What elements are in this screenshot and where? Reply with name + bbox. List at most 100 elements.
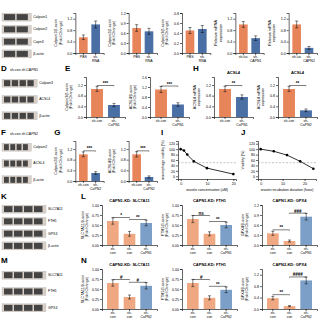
blot-band	[10, 144, 15, 150]
tick-label: 1.2	[227, 17, 232, 21]
error-cap	[307, 46, 310, 47]
blot-label: Calpain1	[33, 15, 47, 19]
tick-label: 1.2	[67, 17, 72, 21]
tick: 0.75	[92, 214, 102, 218]
error-stem	[136, 25, 137, 32]
panel-label: E	[65, 64, 71, 73]
panel-label: J	[241, 128, 245, 137]
tick-mark	[100, 269, 102, 270]
x-axis: PBSsh-RNA	[183, 53, 211, 63]
marker	[206, 167, 209, 170]
error-cap	[305, 283, 308, 284]
error-bar	[304, 109, 307, 112]
tick: 0.8	[142, 96, 150, 100]
x-axis: PBSsh-RNA	[76, 53, 104, 63]
tick-mark	[180, 299, 182, 300]
tick-label: 40	[251, 164, 255, 168]
tick: sh-CaPN2	[301, 309, 312, 319]
tick: sh-CAPN1	[250, 53, 262, 63]
text-line: (Fold Change)	[245, 212, 249, 237]
error-cap	[145, 225, 148, 226]
x-axis-title: erastin incubation duration (hour)	[261, 188, 314, 192]
plot-area	[292, 21, 313, 53]
tick: PBS	[133, 53, 141, 59]
y-axis: 0.00.30.60.91.2	[121, 12, 129, 56]
text-line: (Fold Change)	[245, 276, 249, 301]
tick: sh-con	[287, 245, 293, 255]
error-cap	[82, 39, 85, 40]
blot-band	[34, 305, 43, 311]
tick-label: 0	[180, 182, 182, 186]
tick-label: 0.50	[92, 288, 99, 292]
tick: 1.2	[270, 84, 278, 88]
text-line: PBS	[133, 55, 141, 59]
tick: sh-con	[110, 309, 116, 319]
error-bar	[189, 28, 192, 34]
panel: **###0.00.30.60.91.2sh-consh-consh-CaPN1…	[241, 198, 318, 255]
tick: sh-con	[127, 309, 133, 319]
tick: 0	[173, 175, 178, 179]
blot-band	[27, 113, 33, 119]
tick: 0	[180, 179, 182, 186]
tick-mark	[84, 106, 86, 107]
text-line: expression	[272, 24, 276, 42]
tick-mark	[287, 42, 289, 43]
tick: 1.6	[142, 76, 150, 80]
tick-mark	[212, 117, 214, 118]
error-stem	[146, 283, 147, 289]
error-bar	[305, 213, 308, 220]
blot-label: β-actin	[33, 178, 44, 182]
error-stem	[161, 87, 162, 93]
tick: sh-con	[156, 117, 167, 123]
blot-row: Calpain2	[2, 143, 47, 151]
text-line: CaPN2	[221, 315, 232, 319]
tick: sh-con	[220, 117, 231, 123]
text-line: CaPN2	[301, 315, 312, 319]
tick-label: 1.2	[121, 148, 126, 152]
blot-band	[17, 144, 22, 150]
blot-label: β-actin	[48, 244, 59, 248]
significance-label: **	[216, 217, 220, 222]
error-stem	[148, 28, 149, 34]
blot-label: ACSL4	[39, 97, 50, 101]
tick: 100	[249, 148, 258, 152]
text-line: CAPN1	[250, 59, 262, 63]
bar	[145, 31, 154, 53]
error-stem	[243, 22, 244, 28]
significance-label: **	[279, 290, 283, 295]
tick: sh-CaPN2	[300, 117, 311, 127]
tick-mark	[127, 13, 129, 14]
tick-label: 0.75	[92, 214, 99, 218]
panel: **0.00.40.81.2sh-consh-CaPN2ACSL4 mRNAex…	[257, 70, 318, 127]
text-line: CaPN1	[301, 251, 312, 255]
tick: 0.6	[121, 32, 129, 36]
tick-label: sh-CaPN1	[221, 247, 232, 255]
tick: 20	[232, 179, 236, 186]
tick: 0.4	[227, 40, 235, 44]
tick: 0.75	[172, 278, 182, 282]
panel: 0.00.40.81.2sh-lucsh-CAPN1Relative mRNAe…	[214, 14, 264, 64]
line	[181, 149, 234, 174]
tick-label: 60	[171, 159, 175, 163]
tick: sh-con	[270, 245, 276, 255]
marker	[286, 154, 289, 157]
error-bar	[242, 22, 245, 28]
tick: sh-RNA	[199, 53, 207, 63]
tick: sh-con	[127, 245, 133, 255]
tick: 0	[253, 175, 258, 179]
blot-band	[4, 206, 13, 212]
error-stem	[272, 231, 273, 235]
error-cap	[176, 102, 179, 103]
bar	[132, 28, 141, 53]
text-line: (Fold Change)	[59, 148, 63, 173]
panel: ***0.00.40.81.2sh-consh-CaPN2ACSL4/β-act…	[108, 142, 158, 192]
tick-label: sh-con	[287, 311, 293, 319]
y-axis-title: ACSL4 mRNAexpression	[257, 84, 265, 109]
significance-label: #	[200, 275, 203, 280]
tick-label: 0.50	[92, 224, 99, 228]
blot-band	[4, 144, 9, 150]
tick-label: 0.8	[270, 94, 275, 98]
tick: 0.50	[92, 224, 102, 228]
blot-band	[14, 243, 23, 249]
error-cap	[288, 305, 291, 306]
